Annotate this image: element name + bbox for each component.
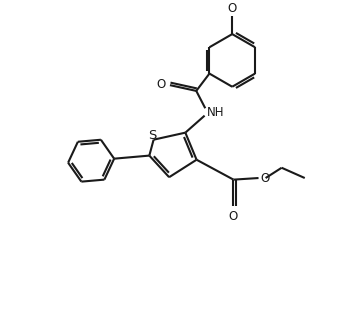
Text: O: O [227, 2, 237, 15]
Text: O: O [229, 210, 238, 223]
Text: NH: NH [207, 106, 224, 119]
Text: S: S [148, 129, 156, 142]
Text: O: O [261, 171, 270, 184]
Text: O: O [156, 78, 166, 91]
